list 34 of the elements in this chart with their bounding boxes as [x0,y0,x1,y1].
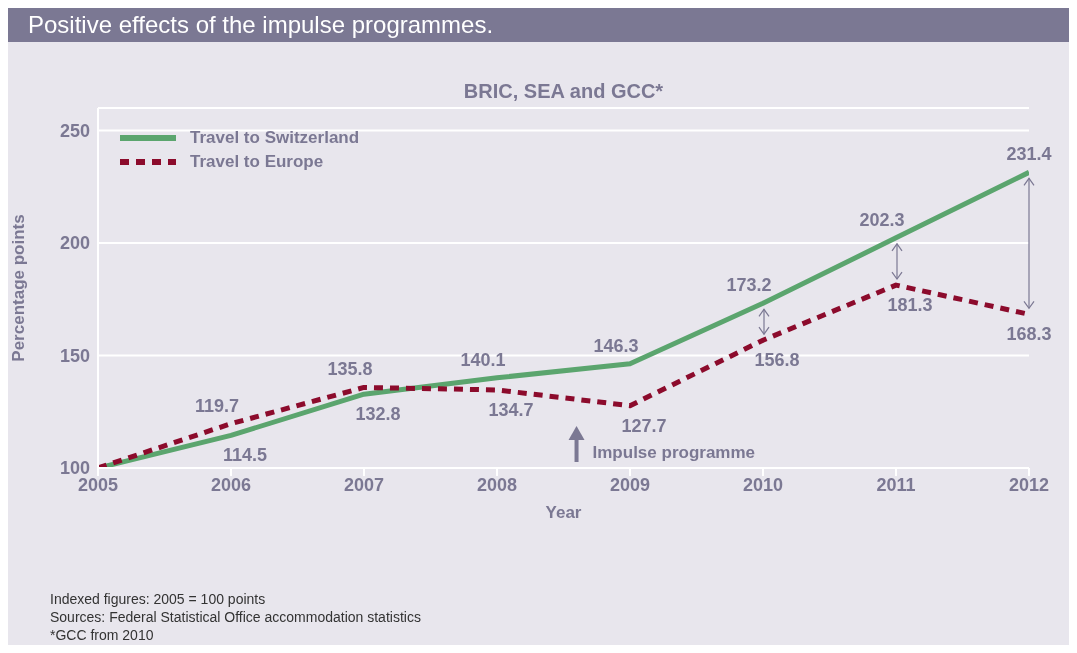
x-tick-label: 2009 [609,474,651,495]
data-label: 127.7 [621,415,667,436]
text: *GCC from 2010 [50,626,155,644]
source-note: Sources: Federal Statistical Office accommodation statistics [50,608,421,626]
data-label: 146.3 [593,335,639,356]
x-tick-label: 2008 [476,474,518,495]
data-label: 168.3 [1006,324,1052,345]
x-tick-label: 2011 [876,474,916,495]
legend-label: Travel to Europe [189,152,325,172]
data-label: 140.1 [460,349,506,370]
legend-label: Travel to Switzerland [189,128,360,148]
chart-subtitle: Positive effects of the impulse programmes. [8,8,1069,42]
y-tick-label: 250 [59,120,90,141]
data-label: 202.3 [859,209,905,230]
y-tick-label: 150 [59,345,90,366]
data-label: 231.4 [1006,144,1052,165]
x-tick-label: 2012 [1008,474,1050,495]
x-tick-label: 2010 [742,474,784,495]
chart-title: BRIC, SEA and GCC* [463,80,664,102]
x-tick-label: 2006 [210,474,252,495]
data-label: 132.8 [355,404,401,425]
text: Indexed figures: 2005 = 100 points [50,590,267,608]
data-label: 181.3 [887,295,933,316]
data-label: 119.7 [194,395,240,416]
data-label: 135.8 [327,359,373,380]
data-label: 134.7 [488,399,534,420]
y-tick-label: 200 [59,233,90,254]
y-axis-title: Percentage points [9,214,29,362]
annotation: Impulse programme [592,443,756,462]
data-label: 173.2 [726,275,772,296]
x-tick-label: 2007 [343,474,385,495]
data-label: 114.5 [222,445,268,466]
data-label: 156.8 [754,350,800,371]
x-axis-title: Year [545,503,582,522]
